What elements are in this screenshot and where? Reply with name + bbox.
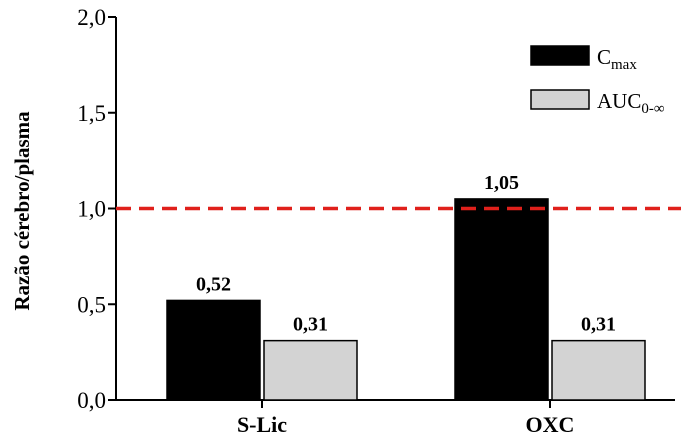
y-tick-label: 1,0: [77, 197, 106, 222]
legend: Cmax AUC0-∞: [530, 45, 665, 117]
legend-label: Cmax: [597, 45, 637, 73]
y-ticks: 0,0 0,5 1,0 1,5 2,0: [77, 5, 116, 413]
bars: [166, 198, 646, 401]
legend-subscript: 0-∞: [641, 101, 664, 117]
bar-s-lic-auc: [263, 339, 358, 401]
legend-swatch: [530, 45, 590, 66]
bar-s-lic-cmax: [166, 299, 261, 401]
category-label: OXC: [526, 412, 575, 437]
y-tick-label: 1,5: [77, 101, 106, 126]
legend-subscript: max: [611, 57, 637, 73]
data-label: 0,31: [581, 314, 616, 336]
legend-swatch: [530, 89, 590, 110]
data-label: 0,31: [293, 314, 328, 336]
y-tick-label: 0,0: [77, 388, 106, 413]
category-label: S-Lic: [237, 412, 287, 437]
legend-label: AUC0-∞: [597, 89, 665, 117]
data-labels: 0,52 0,31 1,05 0,31: [196, 172, 616, 336]
bar-oxc-cmax: [454, 198, 549, 401]
data-label: 1,05: [484, 172, 519, 194]
data-label: 0,52: [196, 273, 231, 295]
y-axis-title: Razão cérebro/plasma: [10, 111, 34, 311]
y-tick-label: 0,5: [77, 292, 106, 317]
y-tick-label: 2,0: [77, 5, 106, 30]
bar-oxc-auc: [551, 339, 646, 401]
category-labels: S-Lic OXC: [237, 412, 575, 437]
